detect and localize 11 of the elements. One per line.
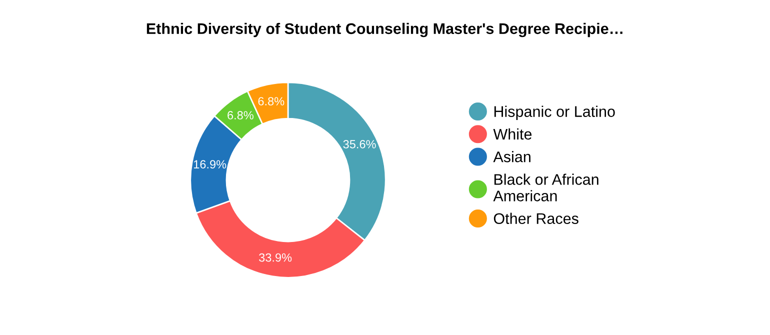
data-label: 6.8%: [258, 97, 284, 106]
legend-label: Other Races: [494, 212, 578, 224]
legend-label: Asian: [493, 151, 530, 162]
data-label: 35.6%: [343, 140, 376, 148]
legend-label: White: [493, 128, 532, 140]
data-label: 6.8%: [228, 111, 254, 120]
legend-label: Hispanic or Latino: [494, 106, 615, 120]
legend-label: Black or African American: [493, 174, 598, 202]
data-label: 33.9%: [259, 253, 292, 262]
data-label: 16.9%: [194, 160, 226, 169]
chart-title: Ethnic Diversity of Student Counseling Master's Degree Recipie…: [146, 22, 622, 38]
